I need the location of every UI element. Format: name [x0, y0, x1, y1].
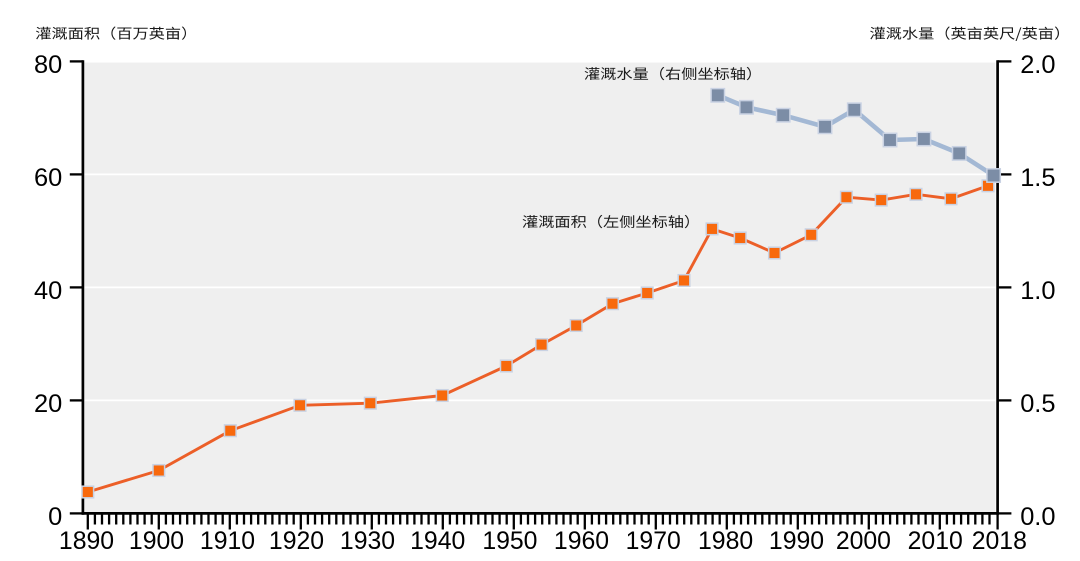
svg-text:1920: 1920 [269, 528, 324, 555]
svg-text:1940: 1940 [410, 528, 465, 555]
svg-text:0.0: 0.0 [1020, 503, 1055, 531]
svg-text:1.5: 1.5 [1020, 164, 1055, 192]
svg-text:0.5: 0.5 [1020, 390, 1055, 418]
svg-text:2.0: 2.0 [1020, 51, 1055, 79]
svg-text:1950: 1950 [482, 528, 537, 555]
svg-text:40: 40 [34, 277, 62, 305]
svg-text:0: 0 [48, 503, 62, 531]
svg-text:1900: 1900 [129, 528, 184, 555]
svg-text:2010: 2010 [908, 528, 963, 555]
svg-text:1970: 1970 [626, 528, 681, 555]
svg-text:2018: 2018 [972, 528, 1027, 555]
svg-text:20: 20 [34, 390, 62, 418]
svg-text:1890: 1890 [59, 528, 114, 555]
svg-text:1980: 1980 [698, 528, 753, 555]
svg-text:1910: 1910 [200, 528, 255, 555]
svg-text:1960: 1960 [554, 528, 609, 555]
svg-text:1.0: 1.0 [1020, 277, 1055, 305]
svg-text:60: 60 [34, 164, 62, 192]
svg-text:2000: 2000 [836, 528, 891, 555]
svg-text:1990: 1990 [769, 528, 824, 555]
svg-text:1930: 1930 [340, 528, 395, 555]
svg-text:80: 80 [34, 51, 62, 79]
